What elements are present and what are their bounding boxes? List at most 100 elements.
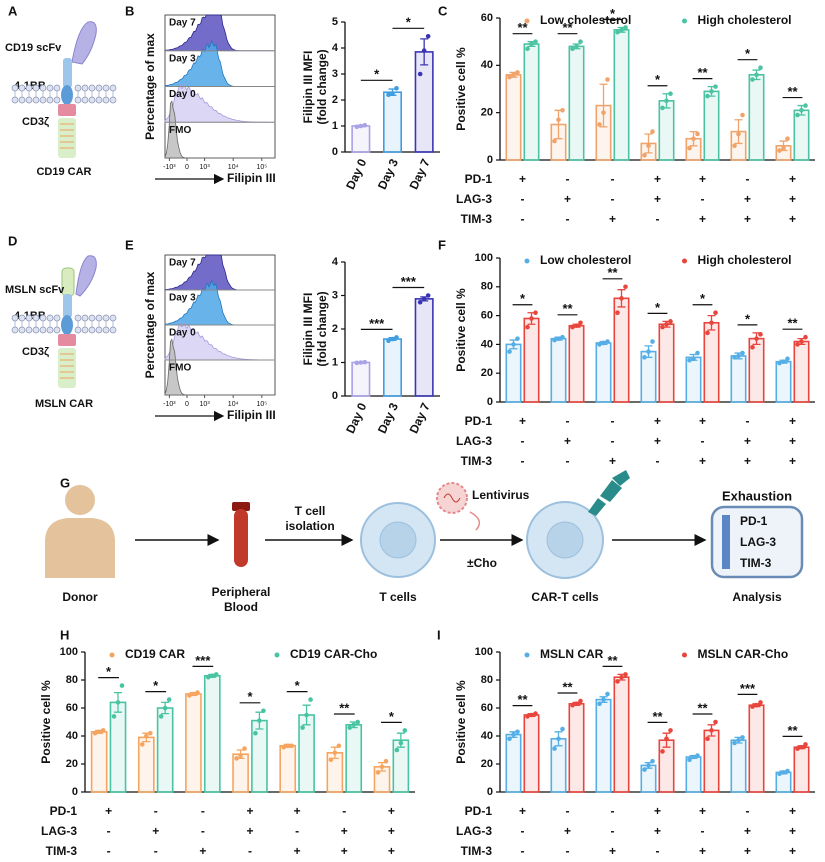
x-tick-label: 10⁵: [256, 401, 267, 408]
lipid-head: [95, 326, 103, 334]
data-point: [650, 129, 655, 134]
bar: [203, 674, 221, 793]
bar: [595, 698, 612, 793]
data-point: [328, 757, 334, 763]
data-point: [417, 299, 423, 305]
data-point: [619, 296, 624, 301]
y-tick-label: 3: [332, 289, 338, 301]
data-point: [781, 145, 786, 151]
data-point: [358, 360, 364, 365]
lipid-head: [53, 314, 61, 322]
row-sign: +: [744, 844, 751, 858]
significance-label: *: [745, 46, 751, 61]
treatment-label: ±Cho: [467, 556, 497, 570]
row-label: LAG-3: [41, 824, 77, 838]
lipid-head: [88, 314, 96, 322]
data-point: [803, 103, 808, 108]
data-point: [709, 728, 714, 733]
row-label: LAG-3: [456, 434, 492, 448]
row-sign: +: [744, 824, 751, 838]
row-sign: +: [341, 844, 348, 858]
data-point: [556, 117, 561, 123]
data-point: [358, 123, 364, 129]
lipid-head: [25, 96, 33, 104]
y-axis-label: Positive cell %: [454, 288, 468, 372]
analysis-label: Analysis: [732, 590, 782, 604]
lipid-head: [11, 84, 19, 92]
data-point: [601, 340, 606, 346]
row-sign: +: [564, 824, 571, 838]
row-sign: -: [746, 414, 750, 428]
data-point: [507, 736, 512, 742]
data-point: [597, 701, 602, 707]
significance-label: **: [562, 301, 573, 316]
marker-label: LAG-3: [740, 535, 776, 549]
stripes: [60, 123, 74, 149]
row-sign: +: [564, 192, 571, 206]
y-tick-label: 0: [487, 786, 493, 798]
row-sign: -: [566, 454, 570, 468]
x-tick-label: -10³: [163, 401, 176, 408]
panel-letter: F: [438, 237, 446, 252]
bar: [90, 730, 108, 793]
row-sign: -: [611, 804, 615, 818]
data-point: [574, 44, 579, 49]
y-tick-label: 0: [72, 786, 78, 798]
data-point: [238, 753, 243, 758]
virus-label: Lentivirus: [472, 488, 530, 502]
data-point: [623, 284, 628, 290]
x-tick-label: 10³: [200, 164, 211, 171]
lipid-head: [18, 314, 26, 322]
row-sign: +: [654, 824, 661, 838]
data-point: [623, 672, 628, 677]
data-point: [300, 725, 305, 730]
row-sign: +: [609, 844, 616, 858]
lipid-head: [46, 96, 54, 104]
data-point: [574, 701, 579, 707]
x-tick-label: 0: [185, 164, 189, 171]
x-tick-label: 0: [185, 401, 189, 408]
data-point: [758, 332, 763, 337]
data-point: [664, 736, 669, 742]
data-point: [379, 764, 385, 770]
data-point: [511, 732, 516, 737]
lipid-head: [88, 96, 96, 104]
data-point: [709, 320, 714, 326]
car-name: CD19 CAR: [36, 166, 91, 178]
x-tick-label: Day 3: [375, 400, 401, 435]
y-tick-label: 100: [475, 646, 493, 658]
row-label: PD-1: [50, 804, 78, 818]
y-tick-label: 4: [332, 256, 339, 268]
y-tick-label: 80: [481, 281, 493, 293]
row-sign: +: [388, 844, 395, 858]
row-label: TIM-3: [461, 212, 493, 226]
row-sign: -: [566, 844, 570, 858]
data-point: [687, 145, 692, 151]
data-point: [668, 91, 673, 97]
analysis-box: [710, 505, 804, 579]
bar: [595, 342, 612, 403]
nucleus: [379, 521, 417, 559]
y-tick-label: 40: [481, 730, 493, 742]
data-point: [664, 321, 669, 327]
row-sign: +: [609, 454, 616, 468]
lipid-head: [46, 314, 54, 322]
data-point: [781, 770, 786, 775]
data-point: [754, 702, 759, 708]
data-point: [758, 65, 763, 70]
y-axis-label: Percentage of max: [143, 271, 157, 378]
lipid-head: [39, 96, 47, 104]
row-sign: -: [248, 844, 252, 858]
data-point: [578, 39, 583, 44]
lipid-head: [102, 96, 110, 104]
lipid-head: [18, 84, 26, 92]
y-tick-label: 1: [332, 120, 338, 132]
scfv: [75, 255, 97, 297]
data-point: [166, 697, 172, 702]
significance-label: ***: [195, 653, 211, 668]
y-tick-label: 100: [60, 646, 78, 658]
row-sign: +: [789, 804, 796, 818]
row-sign: +: [699, 212, 706, 226]
significance-label: **: [517, 692, 528, 707]
bar: [550, 337, 567, 403]
